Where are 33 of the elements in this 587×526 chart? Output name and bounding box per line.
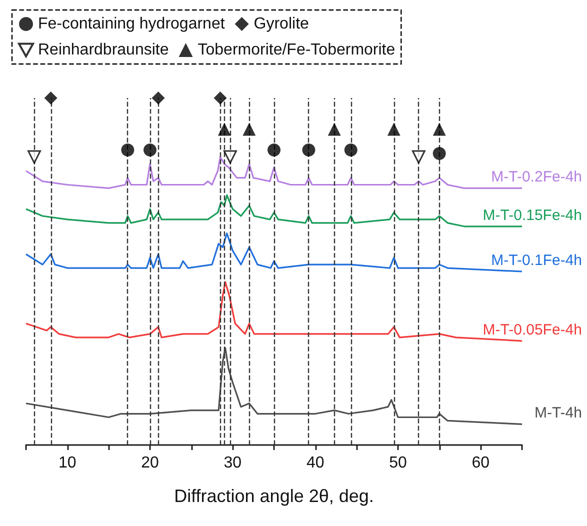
- point: [302, 144, 316, 157]
- x-tick-label: 30: [224, 454, 242, 472]
- point: [387, 122, 400, 136]
- series-label: M-T-0.1Fe-4h: [491, 252, 582, 269]
- point: [144, 144, 156, 157]
- x-tick-label: 40: [306, 454, 324, 472]
- x-tick-label: 50: [389, 454, 407, 472]
- point: [44, 92, 58, 104]
- point: [28, 150, 42, 164]
- series-label: M-T-0.15Fe-4h: [482, 206, 582, 224]
- point: [223, 150, 237, 164]
- point: [268, 144, 280, 157]
- legend-label: Reinhardbraunsite: [38, 42, 169, 58]
- x-tick-label: 10: [58, 454, 76, 472]
- point: [328, 122, 341, 136]
- legend-label: Tobermorite/Fe-Tobermorite: [198, 42, 396, 58]
- point: [214, 92, 227, 104]
- series-label: M-T-4h: [534, 404, 582, 422]
- x-tick-label: 20: [141, 454, 159, 472]
- x-axis-title: Diffraction angle 2θ, deg.: [174, 486, 374, 506]
- point: [152, 92, 165, 104]
- point: [242, 122, 256, 136]
- series-label: M-T-0.2Fe-4h: [491, 168, 582, 186]
- point: [412, 150, 426, 164]
- point: [121, 144, 134, 157]
- x-tick-label: 60: [472, 454, 490, 472]
- legend-label: Gyrolite: [254, 16, 310, 32]
- legend-label: Fe-containing hydrogarnet: [38, 16, 226, 32]
- point: [432, 147, 446, 160]
- series-label: M-T-0.05Fe-4h: [482, 321, 582, 338]
- point: [218, 122, 231, 136]
- point: [432, 122, 446, 136]
- point: [344, 144, 358, 157]
